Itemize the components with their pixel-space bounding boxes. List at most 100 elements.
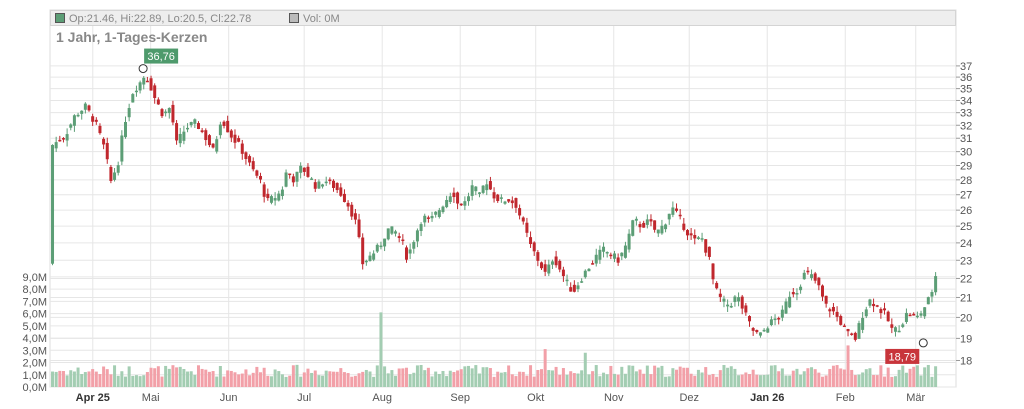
candle-body [131, 94, 135, 103]
candle-body [762, 329, 766, 332]
volume-bar [675, 369, 679, 387]
candle-body [572, 284, 576, 292]
volume-bar [269, 376, 273, 387]
candle-body [810, 274, 814, 278]
volume-bar [313, 370, 317, 387]
volume-bar [678, 366, 682, 387]
candle-body [353, 213, 357, 220]
volume-tick-label: 8,0M [23, 284, 47, 296]
volume-bar [802, 371, 806, 387]
candle-body [875, 305, 879, 307]
candle-body [248, 156, 252, 163]
volume-bar [419, 364, 423, 387]
price-tick-label: 27 [960, 190, 972, 202]
candle-body [682, 223, 686, 230]
volume-bar [748, 374, 752, 387]
candle-body [259, 175, 263, 180]
time-tick-label: Sep [450, 392, 470, 404]
candle-body [284, 172, 288, 187]
volume-bar [762, 374, 766, 387]
candle-body [594, 254, 598, 264]
plot-frame [49, 9, 957, 388]
volume-bar [346, 373, 350, 387]
volume-bar [116, 375, 120, 387]
volume-bar [193, 374, 197, 387]
candle-body [777, 318, 781, 320]
volume-bar [696, 369, 700, 387]
candle-body [339, 187, 343, 196]
candle-body [240, 143, 244, 154]
volume-bar [445, 376, 449, 387]
volume-bar [777, 371, 781, 387]
chart-title: 1 Jahr, 1-Tages-Kerzen [56, 29, 208, 45]
candle-body [576, 285, 580, 290]
volume-bar [664, 376, 668, 387]
volume-bar [831, 365, 835, 387]
candle-body [634, 218, 638, 221]
volume-bar [277, 371, 281, 387]
candle-body [357, 219, 361, 238]
candle-body [273, 198, 277, 201]
volume-tick-label: 2,0M [23, 358, 47, 370]
volume-bar [737, 375, 741, 387]
volume-bar [167, 368, 171, 387]
time-tick-label: Dez [679, 392, 699, 404]
volume-bar [215, 376, 219, 387]
volume-bar [580, 370, 584, 387]
candle-body [908, 314, 912, 317]
volume-bar [434, 371, 438, 387]
candle-body [591, 263, 595, 265]
candle-body [872, 303, 876, 307]
candle-body [751, 328, 755, 331]
volume-bar [149, 367, 153, 387]
volume-bar [926, 364, 930, 387]
volume-bar [226, 370, 230, 387]
volume-bar [616, 374, 620, 387]
volume-bar [196, 365, 200, 387]
candle-body [678, 214, 682, 217]
volume-bar [426, 367, 430, 387]
volume-bar [485, 367, 489, 387]
candle-body [375, 244, 379, 252]
candle-body [317, 181, 321, 189]
candle-body [167, 108, 171, 114]
volume-bar [335, 371, 339, 387]
volume-bar [576, 373, 580, 387]
candle-body [675, 208, 679, 211]
volume-bar [113, 365, 117, 387]
candle-body [791, 292, 795, 295]
volume-bar [142, 375, 146, 387]
volume-bar [124, 376, 127, 387]
volume-bar [769, 365, 773, 387]
candle-body [178, 133, 182, 144]
candle-body [94, 119, 98, 122]
candle-body [386, 228, 390, 240]
volume-bar [744, 372, 748, 387]
volume-bar [828, 369, 832, 387]
volume-bar [883, 376, 887, 387]
volume-bar [554, 366, 558, 387]
candle-body [580, 281, 584, 283]
volume-tick-label: 1,0M [23, 370, 47, 382]
volume-bar [583, 352, 587, 387]
candle-body [773, 318, 777, 321]
candle-body [72, 115, 76, 126]
volume-bar [755, 374, 759, 387]
volume-bar [857, 374, 861, 387]
candle-body [748, 316, 752, 322]
volume-bar [868, 368, 872, 387]
volume-bar [638, 369, 642, 387]
candle-body [120, 135, 124, 162]
volume-bar [452, 372, 456, 387]
candle-body [251, 161, 255, 170]
price-tick-label: 24 [960, 238, 972, 250]
volume-bar [503, 372, 507, 387]
candle-body [612, 253, 616, 259]
volume-bar [207, 371, 211, 387]
price-tick-label: 34 [960, 95, 972, 107]
volume-bar [456, 370, 460, 387]
candle-body [211, 143, 215, 148]
volume-bar [791, 370, 795, 387]
candle-body [799, 286, 803, 291]
candle-body [350, 204, 354, 217]
